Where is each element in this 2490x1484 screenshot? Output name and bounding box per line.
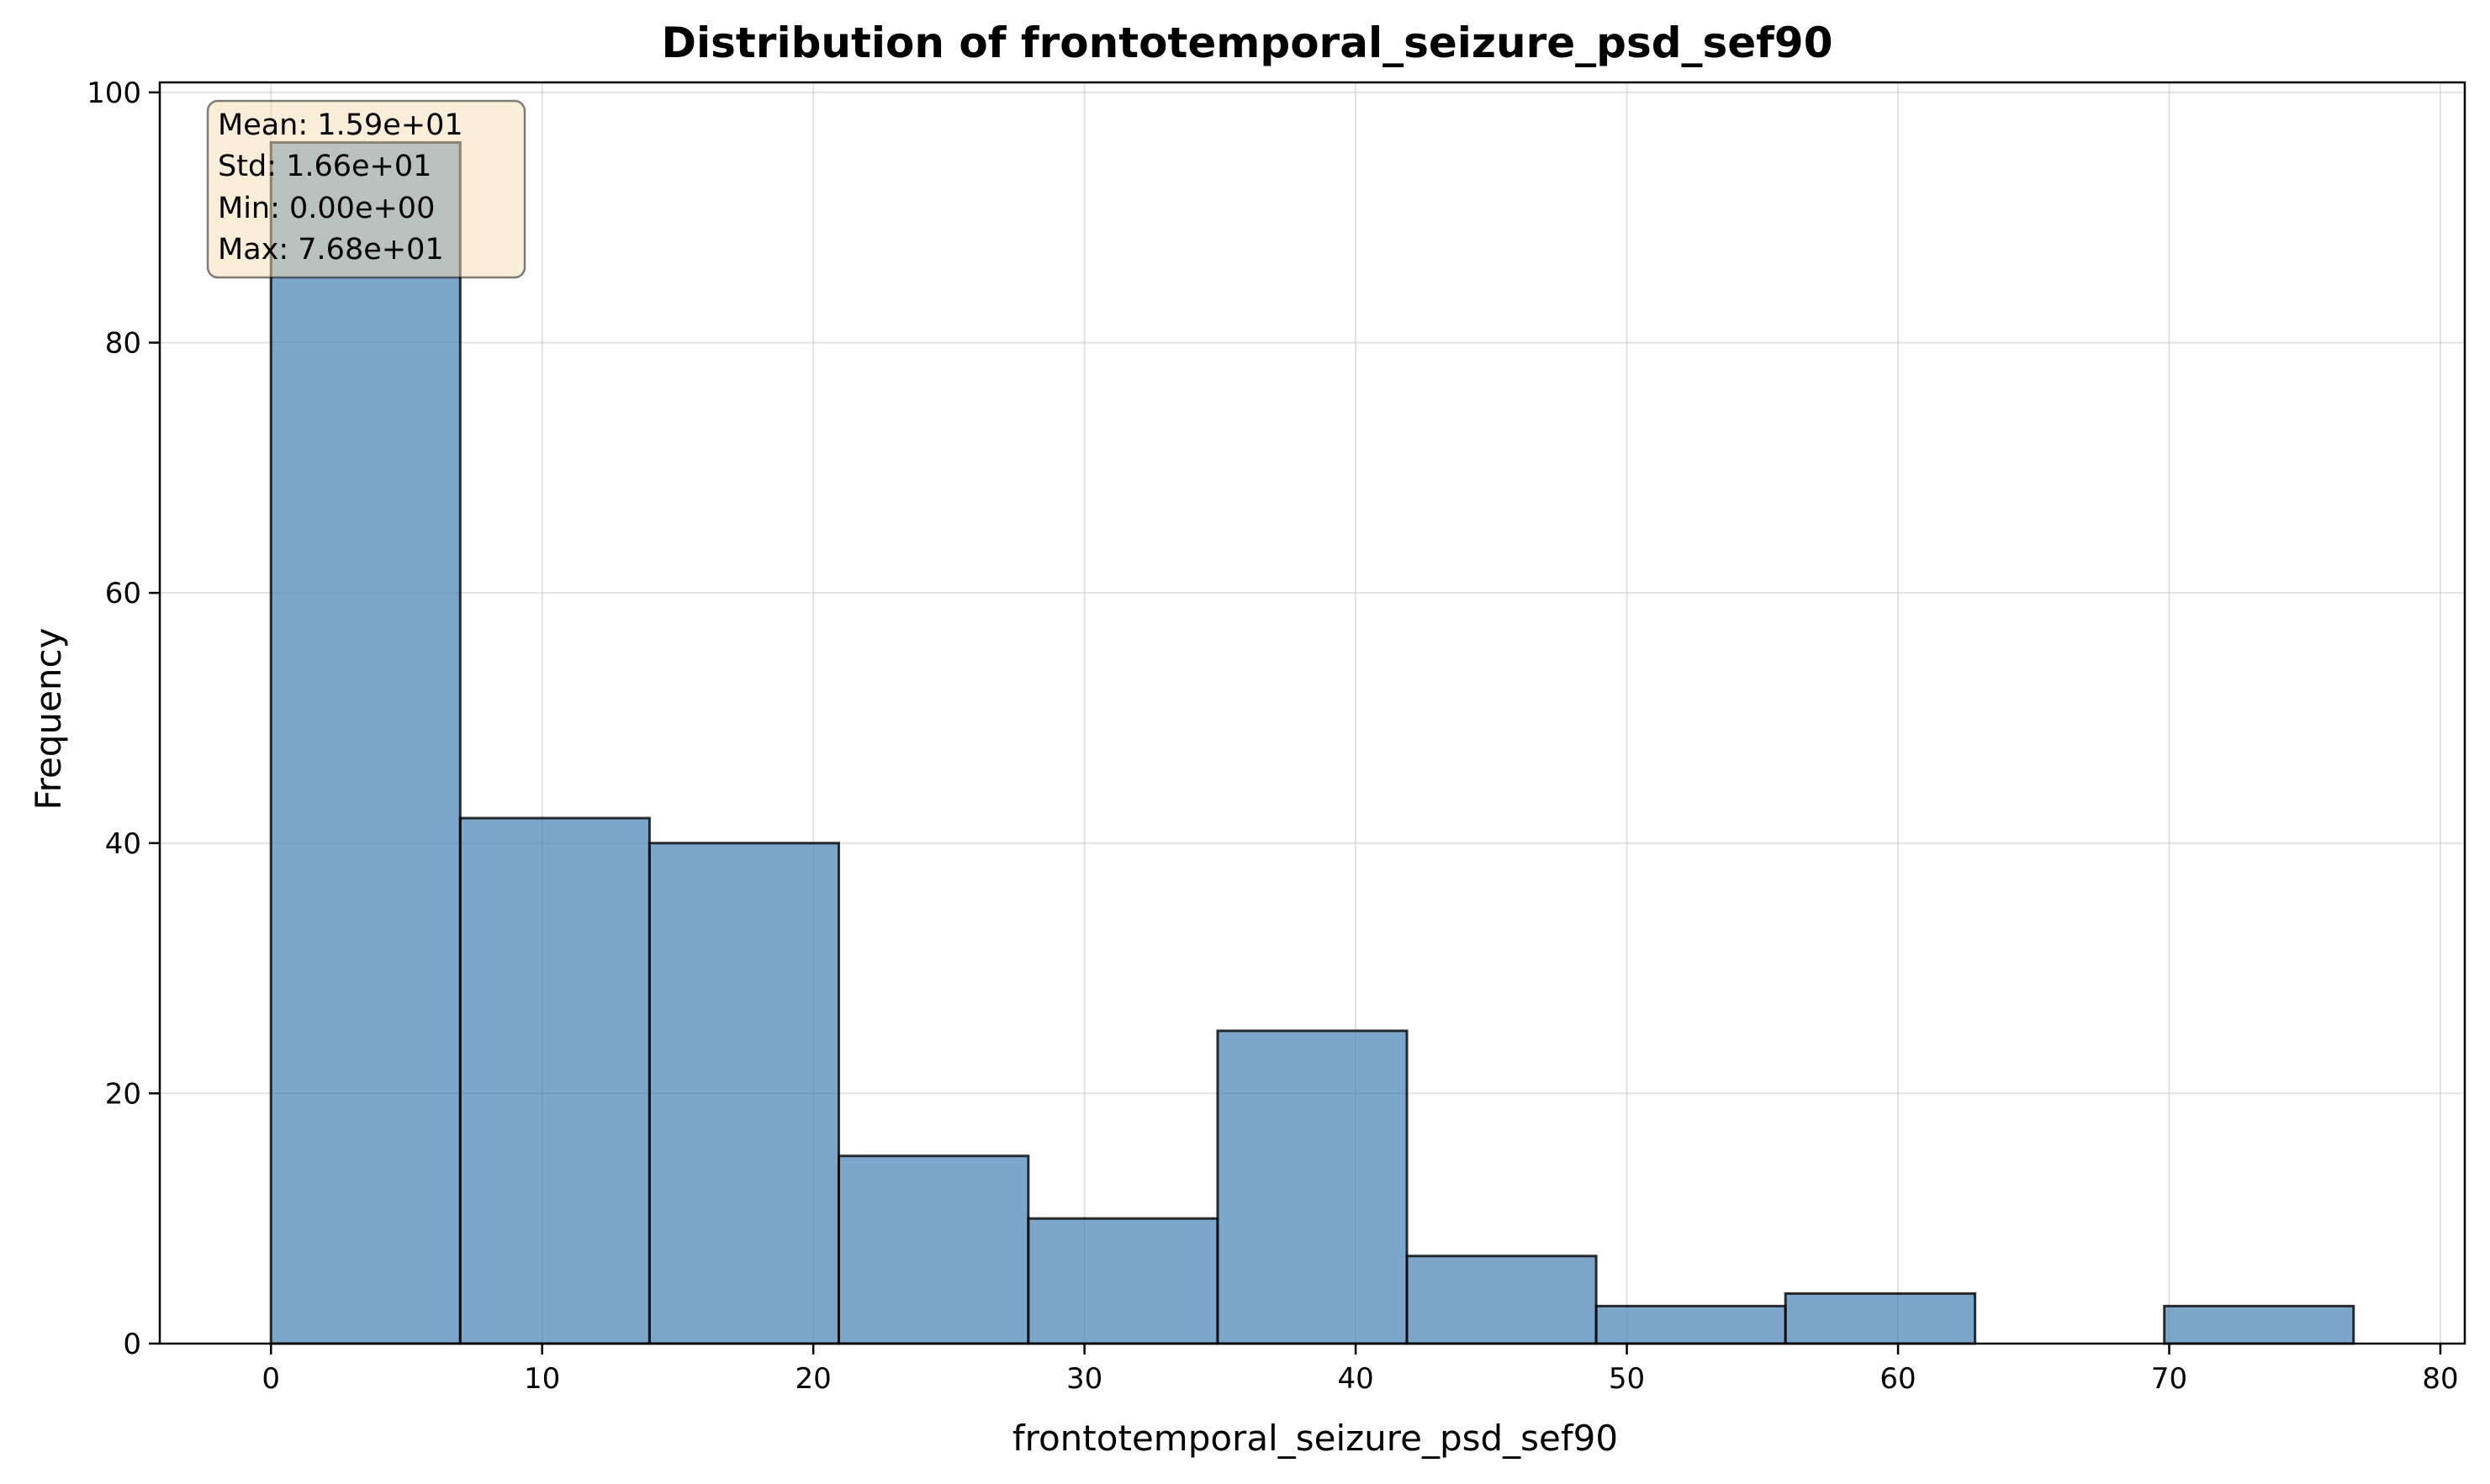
histogram-bars xyxy=(269,140,2355,1345)
y-axis-ticks: 0 20 40 60 80 100 xyxy=(87,77,160,1361)
y-tick-label: 40 xyxy=(105,827,141,861)
stats-mean: Mean: 1.59e+01 xyxy=(218,108,463,142)
x-tick-label: 40 xyxy=(1337,1362,1373,1396)
histogram-bar xyxy=(269,140,462,1345)
x-tick-label: 20 xyxy=(796,1362,832,1396)
chart-title: Distribution of frontotemporal_seizure_p… xyxy=(661,18,1832,67)
x-tick-label: 60 xyxy=(1879,1362,1916,1396)
y-tick-label: 20 xyxy=(105,1077,141,1111)
histogram-bar xyxy=(1405,1254,1598,1345)
stats-std: Std: 1.66e+01 xyxy=(218,150,431,183)
histogram-bar xyxy=(458,816,651,1345)
stats-box: Mean: 1.59e+01 Std: 1.66e+01 Min: 0.00e+… xyxy=(206,99,526,279)
plot-frame xyxy=(158,81,2466,1345)
y-tick-label: 0 xyxy=(123,1328,141,1361)
x-axis-label: frontotemporal_seizure_psd_sef90 xyxy=(1012,1418,1618,1459)
histogram-bar xyxy=(837,1154,1030,1345)
y-tick-label: 100 xyxy=(87,77,141,110)
y-axis-label: Frequency xyxy=(28,628,69,811)
histogram-bar xyxy=(1216,1029,1409,1345)
x-tick-label: 0 xyxy=(262,1362,280,1396)
histogram-bar xyxy=(1594,1304,1787,1345)
histogram-bar xyxy=(1027,1217,1219,1345)
y-tick-label: 80 xyxy=(105,327,141,361)
x-tick-label: 70 xyxy=(2151,1362,2187,1396)
x-tick-label: 30 xyxy=(1066,1362,1102,1396)
histogram-bar xyxy=(648,842,840,1345)
x-tick-label: 10 xyxy=(524,1362,560,1396)
y-tick-label: 60 xyxy=(105,577,141,610)
x-axis-ticks: 0 10 20 30 40 50 60 70 80 xyxy=(262,1344,2459,1396)
histogram-bar xyxy=(1784,1291,1977,1345)
stats-max: Max: 7.68e+01 xyxy=(218,233,444,267)
histogram-bar xyxy=(2163,1304,2355,1345)
stats-box-background xyxy=(206,99,526,279)
stats-min: Min: 0.00e+00 xyxy=(218,192,435,225)
x-tick-label: 80 xyxy=(2422,1362,2458,1396)
x-tick-label: 50 xyxy=(1609,1362,1645,1396)
